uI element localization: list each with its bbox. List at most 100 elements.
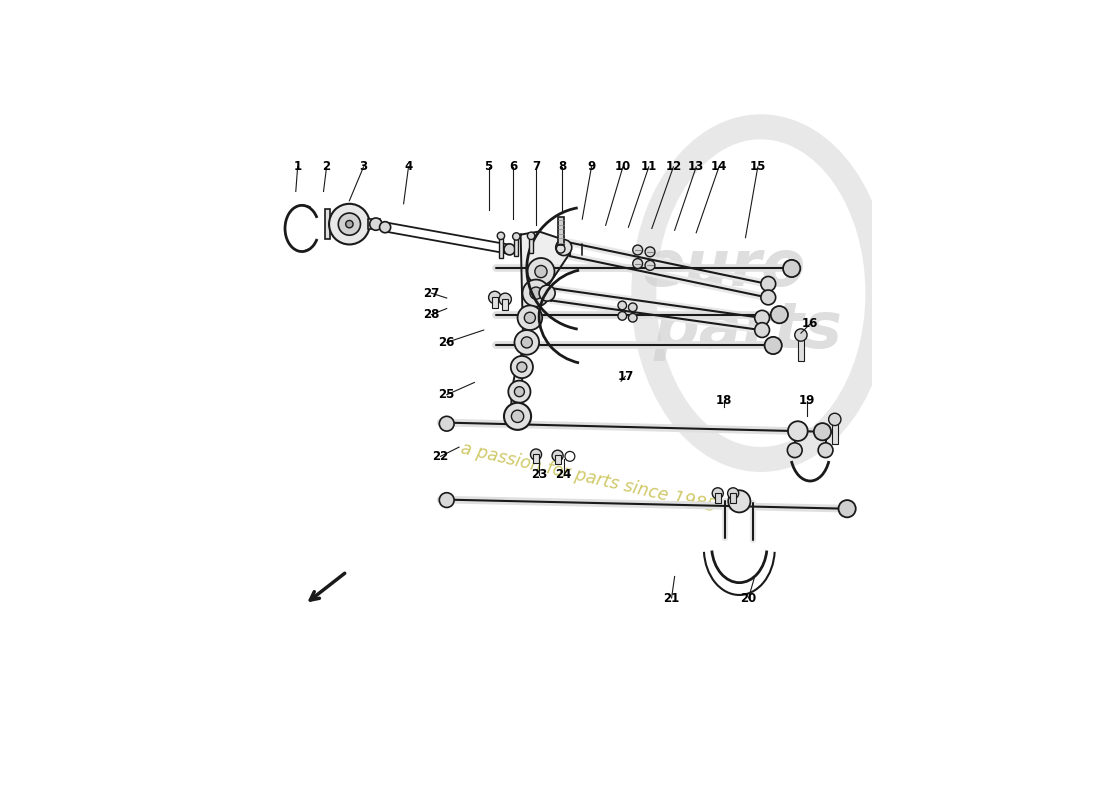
Bar — [554, 455, 561, 464]
Circle shape — [339, 213, 361, 235]
Circle shape — [515, 386, 525, 397]
Bar — [515, 237, 518, 256]
Text: 21: 21 — [663, 591, 680, 605]
Circle shape — [497, 232, 505, 239]
Text: 22: 22 — [432, 450, 449, 463]
Bar — [499, 237, 503, 258]
Circle shape — [499, 293, 512, 306]
Circle shape — [618, 311, 627, 320]
Text: 2: 2 — [322, 160, 331, 174]
Circle shape — [439, 493, 454, 507]
Circle shape — [345, 221, 353, 228]
Circle shape — [517, 362, 527, 372]
Circle shape — [783, 260, 801, 277]
Circle shape — [838, 500, 856, 518]
Bar — [326, 210, 330, 239]
Text: 12: 12 — [666, 160, 682, 174]
Circle shape — [522, 279, 550, 306]
Circle shape — [788, 443, 802, 458]
Text: 23: 23 — [531, 468, 547, 482]
Circle shape — [755, 310, 770, 325]
Circle shape — [504, 244, 515, 255]
Circle shape — [527, 258, 554, 285]
Circle shape — [535, 266, 547, 278]
Bar — [715, 494, 720, 502]
Bar — [558, 218, 563, 245]
Circle shape — [632, 245, 642, 255]
Text: 25: 25 — [439, 388, 455, 402]
Circle shape — [814, 423, 832, 440]
Circle shape — [539, 285, 556, 301]
Circle shape — [370, 218, 382, 230]
Circle shape — [379, 222, 390, 233]
Circle shape — [512, 410, 524, 422]
Circle shape — [728, 490, 750, 513]
Bar — [529, 236, 534, 253]
Text: 24: 24 — [556, 468, 572, 482]
Bar — [368, 219, 379, 229]
Circle shape — [504, 402, 531, 430]
Text: 20: 20 — [740, 591, 757, 605]
Circle shape — [508, 381, 530, 402]
Circle shape — [818, 443, 833, 458]
Text: 26: 26 — [439, 336, 455, 349]
Bar — [532, 454, 539, 462]
Bar — [492, 297, 498, 308]
Text: 16: 16 — [802, 318, 818, 330]
Circle shape — [755, 322, 770, 338]
Circle shape — [628, 314, 637, 322]
Circle shape — [439, 416, 454, 431]
Text: 4: 4 — [405, 160, 412, 174]
Polygon shape — [512, 231, 570, 410]
Circle shape — [329, 204, 370, 245]
Circle shape — [515, 330, 539, 354]
Text: 3: 3 — [360, 160, 367, 174]
Text: 9: 9 — [587, 160, 595, 174]
Text: 13: 13 — [689, 160, 704, 174]
Circle shape — [628, 303, 637, 312]
Text: 28: 28 — [424, 308, 440, 321]
Circle shape — [632, 258, 642, 269]
Text: 11: 11 — [640, 160, 657, 174]
Circle shape — [517, 306, 542, 330]
Circle shape — [645, 261, 654, 270]
Circle shape — [618, 301, 627, 310]
Circle shape — [761, 277, 776, 291]
Circle shape — [794, 329, 807, 341]
Text: 6: 6 — [509, 160, 517, 174]
Text: 8: 8 — [558, 160, 566, 174]
Circle shape — [525, 312, 536, 323]
Text: 15: 15 — [749, 160, 766, 174]
Text: 17: 17 — [617, 370, 634, 382]
Text: euro: euro — [641, 238, 806, 299]
Circle shape — [552, 450, 563, 462]
Text: a passion for parts since 1985: a passion for parts since 1985 — [459, 440, 718, 516]
Circle shape — [727, 488, 739, 499]
Circle shape — [521, 337, 532, 348]
Bar — [502, 299, 508, 310]
Text: 18: 18 — [716, 394, 733, 407]
Text: 7: 7 — [532, 160, 540, 174]
Circle shape — [513, 233, 520, 240]
Circle shape — [788, 422, 807, 441]
Text: 5: 5 — [484, 160, 493, 174]
Text: 14: 14 — [711, 160, 727, 174]
Bar — [832, 421, 838, 444]
Circle shape — [645, 247, 654, 257]
Circle shape — [556, 239, 572, 255]
Text: 10: 10 — [615, 160, 631, 174]
Text: 19: 19 — [799, 394, 815, 407]
Text: parts: parts — [654, 299, 843, 361]
Circle shape — [764, 337, 782, 354]
Circle shape — [771, 306, 788, 323]
Bar — [730, 494, 736, 502]
Circle shape — [530, 449, 541, 460]
Circle shape — [530, 287, 542, 299]
Circle shape — [488, 291, 501, 303]
Bar — [798, 336, 804, 361]
Circle shape — [527, 232, 535, 239]
Circle shape — [712, 488, 724, 499]
Text: 1: 1 — [294, 160, 301, 174]
Circle shape — [510, 356, 532, 378]
Circle shape — [761, 290, 776, 305]
